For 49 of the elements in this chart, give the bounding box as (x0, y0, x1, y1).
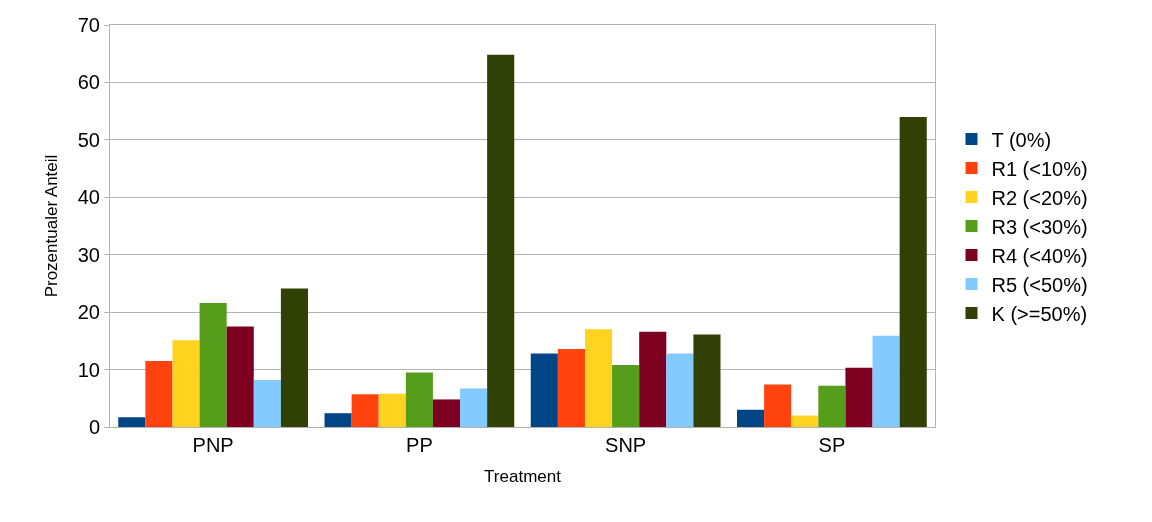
bar (118, 417, 146, 427)
bar (899, 116, 927, 427)
y-tick-label: 20 (77, 301, 100, 324)
bar (487, 54, 515, 427)
x-tick-label: SP (818, 434, 846, 456)
legend-label: R5 (<50%) (991, 273, 1088, 296)
bar (226, 326, 254, 427)
y-tick-label: 10 (77, 358, 100, 381)
bar (845, 367, 873, 427)
bar (199, 302, 227, 427)
bar (666, 353, 694, 427)
legend-label: R4 (<40%) (991, 244, 1088, 267)
bar (280, 288, 308, 427)
bar (737, 409, 765, 427)
bar (324, 413, 352, 427)
y-tick-label: 60 (77, 71, 100, 94)
legend-label: T (0%) (991, 128, 1052, 151)
legend-label: K (>=50%) (991, 302, 1088, 325)
bar (530, 353, 558, 427)
bar (764, 384, 792, 427)
y-tick-label: 40 (77, 186, 100, 209)
bar (612, 364, 640, 427)
bar (791, 415, 819, 427)
x-tick-label: PNP (192, 434, 234, 456)
x-tick-label: PP (406, 434, 433, 456)
bar (172, 340, 200, 427)
bar (693, 334, 721, 427)
legend-label: R2 (<20%) (991, 186, 1088, 209)
y-axis-title: Prozentualer Anteil (42, 154, 62, 298)
legend-label: R1 (<10%) (991, 157, 1088, 180)
x-tick-label: SNP (605, 434, 647, 456)
bar (405, 372, 433, 427)
bar (557, 348, 585, 427)
y-tick-label: 30 (77, 243, 100, 266)
legend-label: R3 (<30%) (991, 215, 1088, 238)
bar (378, 393, 406, 427)
bar (145, 360, 173, 427)
bar (460, 388, 488, 427)
y-tick-label: 0 (88, 416, 100, 438)
x-axis-title: Treatment (484, 467, 562, 487)
y-tick-label: 70 (77, 14, 100, 36)
bar (872, 335, 900, 427)
bar (639, 331, 667, 427)
bar (432, 399, 461, 427)
y-tick-label: 50 (77, 128, 100, 151)
bar (818, 385, 846, 427)
bar (253, 379, 281, 427)
bar (351, 394, 379, 427)
bar (584, 329, 613, 427)
